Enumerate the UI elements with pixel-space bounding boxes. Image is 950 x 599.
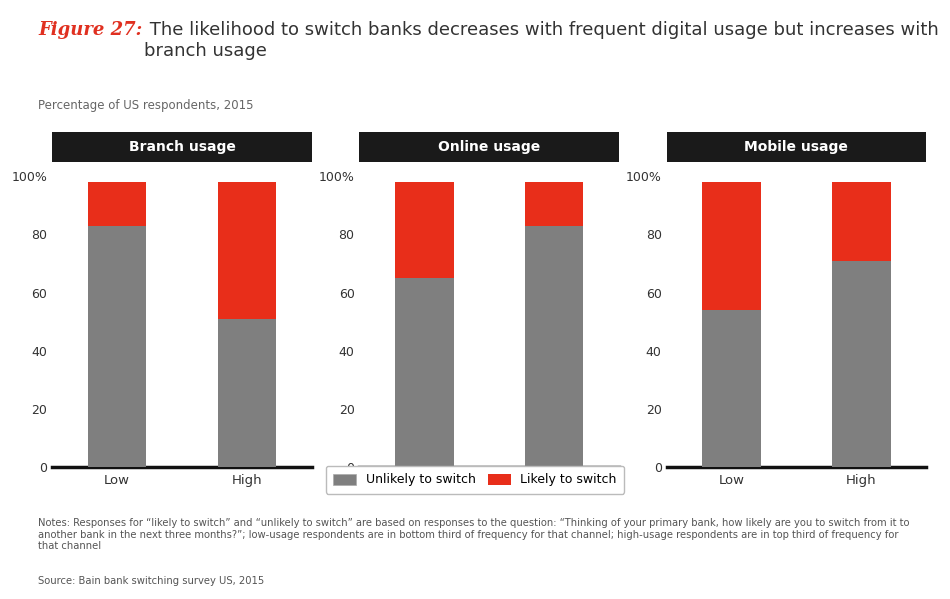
Text: Branch usage: Branch usage xyxy=(128,140,236,154)
Text: Mobile usage: Mobile usage xyxy=(745,140,848,154)
Bar xyxy=(525,182,583,226)
Bar xyxy=(395,182,453,278)
Text: Online usage: Online usage xyxy=(438,140,541,154)
Text: Percentage of US respondents, 2015: Percentage of US respondents, 2015 xyxy=(38,99,254,112)
Legend: Unlikely to switch, Likely to switch: Unlikely to switch, Likely to switch xyxy=(326,466,624,494)
Bar xyxy=(525,226,583,467)
Bar xyxy=(702,182,761,310)
Bar xyxy=(832,261,890,467)
Bar xyxy=(218,319,276,467)
Text: Source: Bain bank switching survey US, 2015: Source: Bain bank switching survey US, 2… xyxy=(38,576,264,586)
Bar xyxy=(88,182,146,226)
Bar xyxy=(218,182,276,319)
Bar xyxy=(832,182,890,261)
Text: Figure 27:: Figure 27: xyxy=(38,21,142,39)
Bar xyxy=(395,278,453,467)
Text: Notes: Responses for “likely to switch” and “unlikely to switch” are based on re: Notes: Responses for “likely to switch” … xyxy=(38,518,909,551)
Bar xyxy=(702,310,761,467)
Bar xyxy=(88,226,146,467)
Text: The likelihood to switch banks decreases with frequent digital usage but increas: The likelihood to switch banks decreases… xyxy=(144,21,939,60)
